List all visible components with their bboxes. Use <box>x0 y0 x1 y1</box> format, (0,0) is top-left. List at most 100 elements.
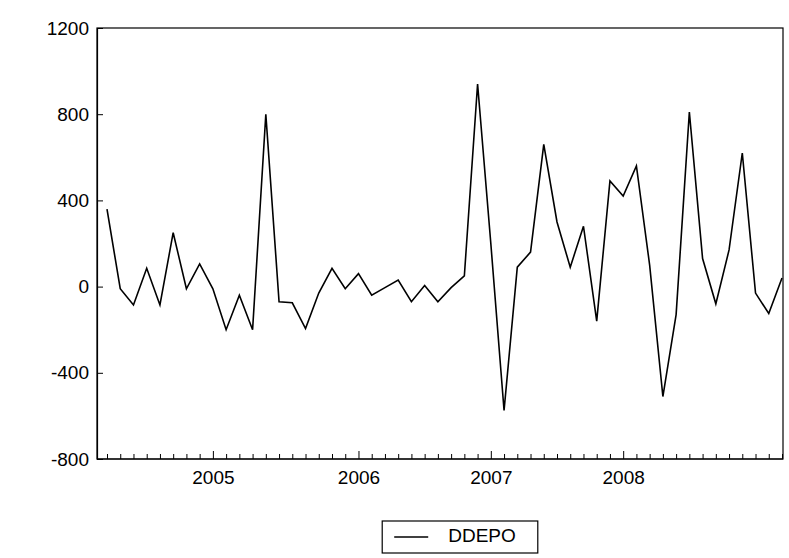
x-tick: 2006 <box>338 451 380 488</box>
x-tick-mark <box>253 454 254 459</box>
x-tick <box>279 454 280 459</box>
x-tick-mark <box>716 454 717 459</box>
x-tick: 2007 <box>470 451 512 488</box>
x-tick <box>531 454 532 459</box>
x-tick-mark <box>186 454 187 459</box>
x-tick-mark <box>531 454 532 459</box>
x-tick-mark <box>742 454 743 459</box>
x-tick <box>464 454 465 459</box>
x-tick-mark <box>345 454 346 459</box>
x-tick <box>133 454 134 459</box>
x-tick-mark <box>147 454 148 459</box>
x-tick <box>769 454 770 459</box>
x-tick-mark <box>769 454 770 459</box>
y-tick-mark <box>97 114 103 115</box>
x-tick <box>120 454 121 459</box>
y-tick: 1200 <box>47 18 103 39</box>
y-tick-mark <box>97 287 103 288</box>
x-tick-label: 2007 <box>470 467 512 488</box>
x-tick <box>650 454 651 459</box>
x-tick-mark <box>239 454 240 459</box>
x-tick-mark <box>504 454 505 459</box>
x-tick <box>425 454 426 459</box>
x-tick-mark <box>398 454 399 459</box>
legend: DDEPO <box>382 521 538 553</box>
x-tick: 2008 <box>603 451 645 488</box>
x-tick-mark <box>636 454 637 459</box>
y-tick-label: -400 <box>51 362 89 383</box>
x-tick <box>385 454 386 459</box>
x-tick <box>742 454 743 459</box>
x-tick-label: 2006 <box>338 467 380 488</box>
x-tick <box>253 454 254 459</box>
y-tick-label: -800 <box>51 449 89 470</box>
legend-swatch <box>394 536 428 538</box>
x-tick-mark <box>756 454 757 459</box>
x-tick <box>306 454 307 459</box>
x-tick <box>570 454 571 459</box>
x-tick <box>186 454 187 459</box>
y-axis: -800 -400 0 400 800 1200 <box>47 18 103 470</box>
x-tick <box>597 454 598 459</box>
x-tick <box>451 454 452 459</box>
x-tick <box>332 454 333 459</box>
chart: -800-400040080012002005200620072008DDEPO <box>0 0 789 558</box>
x-tick-mark <box>544 454 545 459</box>
x-tick <box>107 454 108 459</box>
y-tick-mark <box>97 28 103 29</box>
x-tick-mark <box>385 454 386 459</box>
x-tick <box>266 454 267 459</box>
x-tick <box>478 454 479 459</box>
x-tick-mark <box>332 454 333 459</box>
x-tick-mark <box>583 454 584 459</box>
x-tick <box>583 454 584 459</box>
x-tick <box>544 454 545 459</box>
x-tick-mark <box>676 454 677 459</box>
plot-frame <box>97 28 783 459</box>
x-tick-mark <box>650 454 651 459</box>
x-tick <box>226 454 227 459</box>
x-tick <box>345 454 346 459</box>
x-tick-mark <box>266 454 267 459</box>
x-tick-mark <box>729 454 730 459</box>
y-tick: 800 <box>57 104 103 125</box>
x-tick <box>782 454 783 459</box>
x-tick <box>663 454 664 459</box>
x-tick <box>173 454 174 459</box>
y-tick: 400 <box>57 190 103 211</box>
legend-box <box>382 521 538 553</box>
x-tick-mark <box>517 454 518 459</box>
x-tick <box>756 454 757 459</box>
x-tick-mark <box>372 454 373 459</box>
x-tick-mark <box>107 454 108 459</box>
x-tick <box>372 454 373 459</box>
x-tick <box>636 454 637 459</box>
x-tick <box>703 454 704 459</box>
x-tick-mark <box>306 454 307 459</box>
x-tick <box>504 454 505 459</box>
x-tick-mark <box>160 454 161 459</box>
x-tick-mark <box>689 454 690 459</box>
legend-label: DDEPO <box>448 525 516 546</box>
x-tick-mark <box>491 451 492 459</box>
x-tick-mark <box>451 454 452 459</box>
x-tick-mark <box>703 454 704 459</box>
x-tick-mark <box>319 454 320 459</box>
x-tick-mark <box>133 454 134 459</box>
x-tick <box>676 454 677 459</box>
y-tick-label: 0 <box>78 276 89 297</box>
x-tick-mark <box>610 454 611 459</box>
x-tick-mark <box>213 451 214 459</box>
x-tick-mark <box>438 454 439 459</box>
x-tick-mark <box>279 454 280 459</box>
x-tick <box>398 454 399 459</box>
x-tick-mark <box>226 454 227 459</box>
x-tick-mark <box>200 454 201 459</box>
x-tick-mark <box>358 451 359 459</box>
x-tick-mark <box>478 454 479 459</box>
x-tick-mark <box>425 454 426 459</box>
x-tick <box>557 454 558 459</box>
x-tick <box>292 454 293 459</box>
x-tick-mark <box>570 454 571 459</box>
x-tick-label: 2008 <box>603 467 645 488</box>
